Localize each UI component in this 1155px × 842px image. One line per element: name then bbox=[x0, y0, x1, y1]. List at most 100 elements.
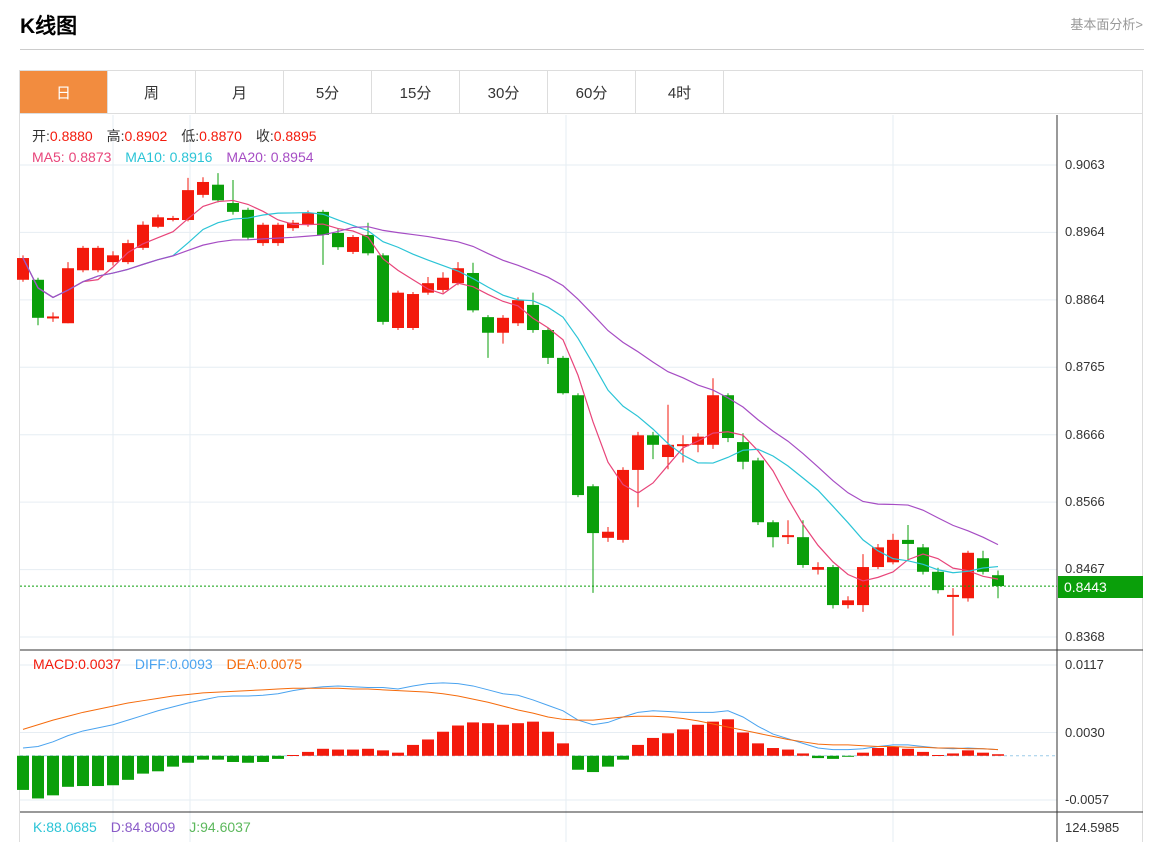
tab-month[interactable]: 月 bbox=[196, 71, 284, 113]
price-tick: 0.8368 bbox=[1065, 629, 1105, 644]
macd-tick: -0.0057 bbox=[1065, 792, 1110, 807]
candle-down bbox=[977, 558, 989, 572]
candle-up bbox=[257, 224, 269, 244]
candle-up bbox=[407, 294, 419, 328]
candle-down bbox=[542, 330, 554, 358]
candle-up bbox=[617, 469, 629, 540]
candle-down bbox=[737, 442, 749, 462]
macd-bar bbox=[872, 748, 884, 756]
tab-5min[interactable]: 5分 bbox=[284, 71, 372, 113]
candle-up bbox=[857, 567, 869, 606]
macd-bar bbox=[257, 755, 269, 762]
candle-down bbox=[482, 317, 494, 333]
macd-bar bbox=[152, 755, 164, 772]
macd-bar bbox=[482, 723, 494, 756]
ma5-value: MA5: 0.8873 bbox=[32, 149, 112, 165]
tab-4hour[interactable]: 4时 bbox=[636, 71, 724, 113]
macd-bar bbox=[107, 755, 119, 786]
candle-down bbox=[932, 571, 944, 591]
price-tick: 0.9063 bbox=[1065, 157, 1105, 172]
macd-bar bbox=[842, 755, 854, 757]
fundamental-analysis-link[interactable]: 基本面分析> bbox=[1070, 17, 1143, 32]
macd-bar bbox=[632, 744, 644, 756]
macd-bar bbox=[947, 753, 959, 756]
diff-value: DIFF:0.0093 bbox=[134, 656, 213, 672]
candle-down bbox=[32, 279, 44, 318]
tab-60min[interactable]: 60分 bbox=[548, 71, 636, 113]
candle-down bbox=[722, 395, 734, 439]
ma10-line bbox=[22, 211, 999, 574]
diff-line bbox=[22, 682, 999, 751]
macd-bar bbox=[722, 719, 734, 756]
candle-down bbox=[242, 209, 254, 238]
k-value: K:88.0685 bbox=[33, 819, 97, 835]
candle-up bbox=[347, 236, 359, 252]
macd-bar bbox=[572, 755, 584, 770]
macd-bar bbox=[92, 755, 104, 787]
macd-bar bbox=[782, 749, 794, 756]
tab-week[interactable]: 周 bbox=[108, 71, 196, 113]
macd-bar bbox=[752, 743, 764, 756]
ma20-line bbox=[22, 226, 999, 546]
macd-bar bbox=[332, 749, 344, 756]
low-value: 0.8870 bbox=[199, 128, 242, 144]
tab-day[interactable]: 日 bbox=[20, 71, 108, 113]
candle-down bbox=[377, 255, 389, 322]
macd-bar bbox=[692, 724, 704, 756]
tab-15min[interactable]: 15分 bbox=[372, 71, 460, 113]
low-label: 低: bbox=[181, 128, 200, 144]
macd-bar bbox=[707, 721, 719, 756]
macd-bar bbox=[242, 755, 254, 763]
macd-bar bbox=[587, 755, 599, 773]
open-label: 开: bbox=[32, 128, 50, 144]
macd-bar bbox=[182, 755, 194, 763]
price-tick: 0.8666 bbox=[1065, 427, 1105, 442]
current-price-badge: 0.8443 bbox=[1058, 576, 1143, 598]
tab-30min[interactable]: 30分 bbox=[460, 71, 548, 113]
d-value: D:84.8009 bbox=[110, 819, 176, 835]
candle-up bbox=[17, 258, 29, 280]
candle-down bbox=[572, 395, 584, 496]
candle-down bbox=[752, 460, 764, 523]
macd-bar bbox=[317, 748, 329, 756]
macd-bar bbox=[677, 729, 689, 756]
macd-bar bbox=[917, 751, 929, 756]
dea-value: DEA:0.0075 bbox=[226, 656, 303, 672]
macd-bar bbox=[362, 748, 374, 756]
candle-up bbox=[947, 594, 959, 597]
macd-bar bbox=[932, 755, 944, 756]
ma-legend: MA5: 0.8873 MA10: 0.8916 MA20: 0.8954 bbox=[32, 149, 324, 165]
macd-bar bbox=[797, 753, 809, 756]
macd-bar bbox=[392, 752, 404, 756]
candle-down bbox=[797, 537, 809, 566]
high-value: 0.8902 bbox=[124, 128, 168, 144]
macd-bar bbox=[197, 755, 209, 760]
candle-down bbox=[362, 234, 374, 254]
divider bbox=[20, 49, 1144, 50]
macd-bar bbox=[122, 755, 134, 780]
macd-bar bbox=[302, 751, 314, 756]
macd-bar bbox=[422, 739, 434, 756]
macd-bar bbox=[977, 752, 989, 756]
open-value: 0.8880 bbox=[49, 128, 93, 144]
dea-line bbox=[22, 687, 999, 751]
candle-up bbox=[302, 213, 314, 225]
macd-bar bbox=[137, 755, 149, 774]
ma5-line bbox=[22, 199, 999, 582]
candle-up bbox=[782, 535, 794, 538]
macd-bar bbox=[212, 755, 224, 760]
macd-bar bbox=[602, 755, 614, 767]
macd-bar bbox=[452, 725, 464, 756]
candle-down bbox=[557, 357, 569, 394]
macd-value: MACD:0.0037 bbox=[33, 656, 121, 672]
macd-bar bbox=[512, 723, 524, 756]
candle-up bbox=[422, 283, 434, 293]
candle-up bbox=[197, 181, 209, 195]
macd-bar bbox=[962, 750, 974, 756]
macd-bar bbox=[347, 749, 359, 756]
candle-up bbox=[47, 316, 59, 319]
macd-bar bbox=[287, 755, 299, 756]
candle-up bbox=[182, 190, 194, 221]
candle-up bbox=[512, 300, 524, 324]
